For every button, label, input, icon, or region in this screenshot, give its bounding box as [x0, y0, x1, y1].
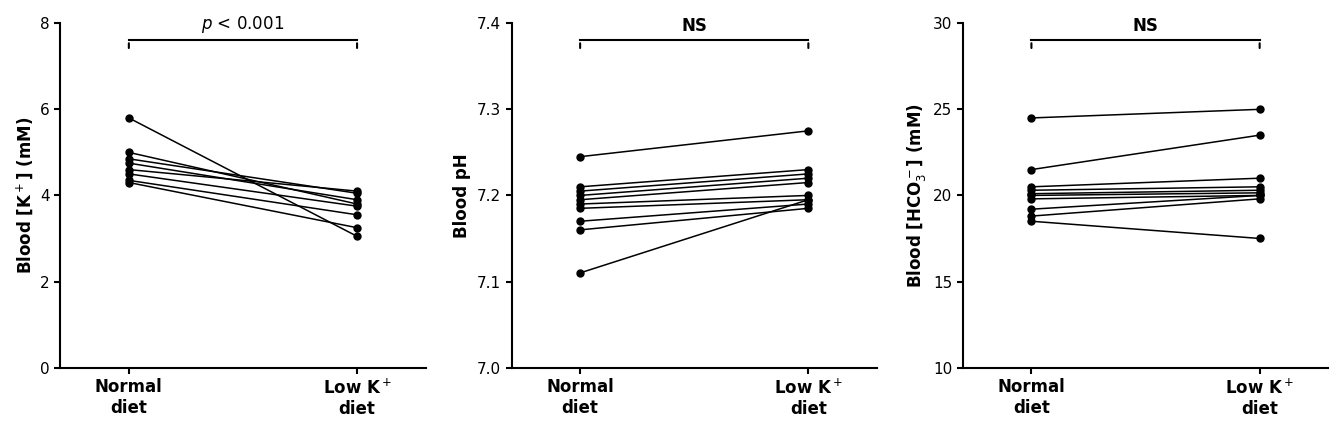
Y-axis label: Blood pH: Blood pH — [454, 153, 471, 238]
Text: NS: NS — [1133, 17, 1158, 35]
Y-axis label: Blood [K$^+$] (mM): Blood [K$^+$] (mM) — [13, 117, 35, 274]
Y-axis label: Blood [HCO$_3^-$] (mM): Blood [HCO$_3^-$] (mM) — [905, 103, 927, 288]
Text: NS: NS — [682, 17, 707, 35]
Text: $p$ < 0.001: $p$ < 0.001 — [201, 14, 285, 35]
